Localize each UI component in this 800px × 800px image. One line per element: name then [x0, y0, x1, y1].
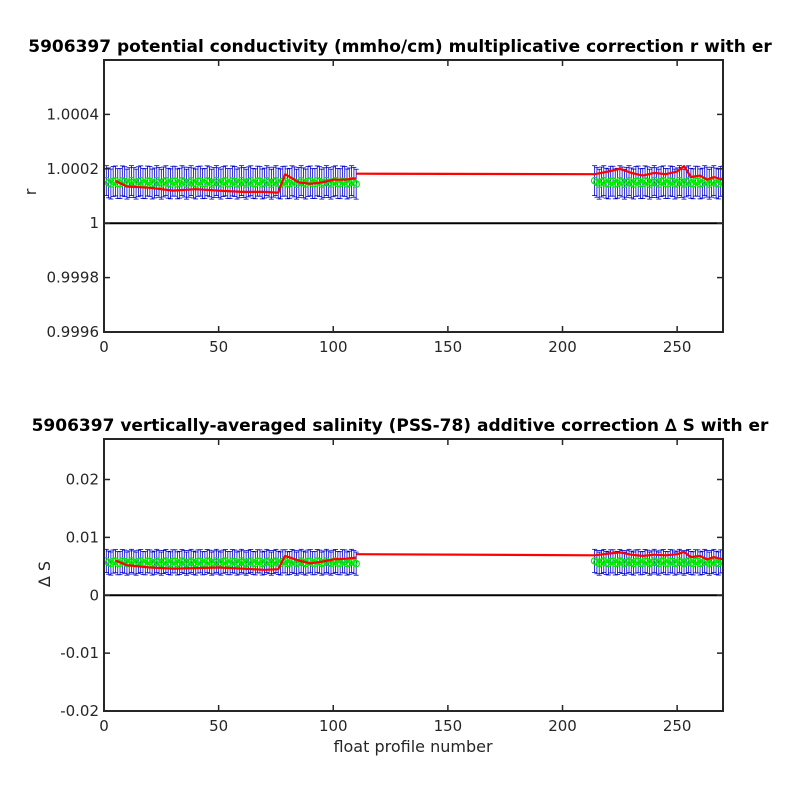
fit-line [594, 165, 723, 181]
raw-marker [210, 178, 218, 187]
x-tick-label: 0 [99, 717, 109, 735]
raw-marker [345, 558, 354, 567]
x-tick-label: 100 [319, 338, 348, 356]
raw-marker [237, 176, 246, 185]
raw-marker [618, 178, 626, 186]
raw-marker [675, 176, 684, 185]
raw-marker [620, 180, 629, 188]
y-axis-label: ∆ S [35, 561, 54, 588]
x-tick-label: 200 [548, 338, 577, 356]
y-tick-label: 0.9998 [47, 269, 100, 287]
raw-marker [352, 180, 360, 188]
conductivity-correction-panel: 5906397 potential conductivity (mmho/cm)… [21, 37, 772, 356]
y-tick-label: 0.9996 [47, 323, 100, 341]
x-tick-label: 250 [663, 338, 692, 356]
salinity-correction-panel: 5906397 vertically-averaged salinity (PS… [32, 416, 769, 756]
data-layer [104, 548, 723, 597]
plot-area: 0 50 100 150 200 250 -0.02 -0.01 0 0.01 0.02 [60, 438, 724, 735]
axes-frame [103, 438, 724, 712]
raw-marker [224, 559, 232, 567]
raw-marker [677, 178, 686, 187]
x-tick-label: 0 [99, 338, 109, 356]
raw-marker [643, 177, 652, 186]
raw-marker [168, 557, 177, 566]
raw-marker-series [590, 557, 723, 568]
y-tick-label: 0.02 [66, 471, 99, 489]
raw-marker [265, 178, 273, 186]
chart-title: 5906397 potential conductivity (mmho/cm)… [28, 37, 772, 57]
x-tick-label: 150 [434, 338, 463, 356]
raw-marker [182, 180, 191, 188]
raw-marker [205, 178, 214, 186]
y-tick-label: 0.01 [66, 528, 99, 546]
raw-marker [714, 559, 723, 568]
y-tick-label: 1.0002 [47, 160, 100, 178]
plot-area: 0 50 100 150 200 250 0.9996 0.9998 1 1.0002 1.0004 [47, 59, 724, 356]
raw-marker [260, 179, 269, 187]
raw-marker [180, 178, 189, 186]
x-axis-label: float profile number [333, 737, 493, 756]
raw-marker [150, 558, 159, 567]
fit-line [356, 553, 595, 557]
raw-marker [673, 179, 681, 187]
raw-marker [155, 178, 163, 187]
raw-marker [648, 178, 656, 187]
raw-marker [127, 176, 136, 185]
raw-marker-series [590, 176, 723, 188]
raw-marker [673, 558, 681, 567]
raw-marker [150, 179, 159, 187]
fit-line [115, 554, 357, 571]
raw-marker-series [104, 176, 360, 188]
raw-marker [235, 179, 244, 187]
y-tick-label: -0.01 [60, 644, 99, 662]
raw-marker [593, 178, 601, 187]
x-tick-label: 150 [434, 717, 463, 735]
raw-marker [661, 559, 670, 567]
x-tick-label: 50 [209, 717, 228, 735]
y-axis-label: r [21, 188, 40, 195]
fit-line [356, 172, 595, 176]
y-tick-label: 1 [89, 214, 99, 232]
axes-frame [103, 59, 724, 333]
y-tick-label: 0 [89, 586, 99, 604]
raw-marker [606, 557, 615, 566]
x-tick-label: 100 [319, 717, 348, 735]
raw-marker [175, 179, 184, 187]
raw-marker [691, 557, 700, 566]
y-tick-label: 1.0004 [47, 105, 100, 123]
raw-marker [698, 179, 707, 187]
x-tick-label: 250 [663, 717, 692, 735]
fit-line [594, 550, 723, 561]
x-tick-label: 200 [548, 717, 577, 735]
x-tick-label: 50 [209, 338, 228, 356]
fit-line [115, 173, 357, 194]
raw-marker [240, 178, 248, 187]
chart-title: 5906397 vertically-averaged salinity (PS… [32, 416, 769, 436]
y-tick-label: -0.02 [60, 702, 99, 720]
raw-marker [352, 559, 360, 568]
raw-marker [705, 180, 714, 188]
data-layer [104, 165, 723, 225]
